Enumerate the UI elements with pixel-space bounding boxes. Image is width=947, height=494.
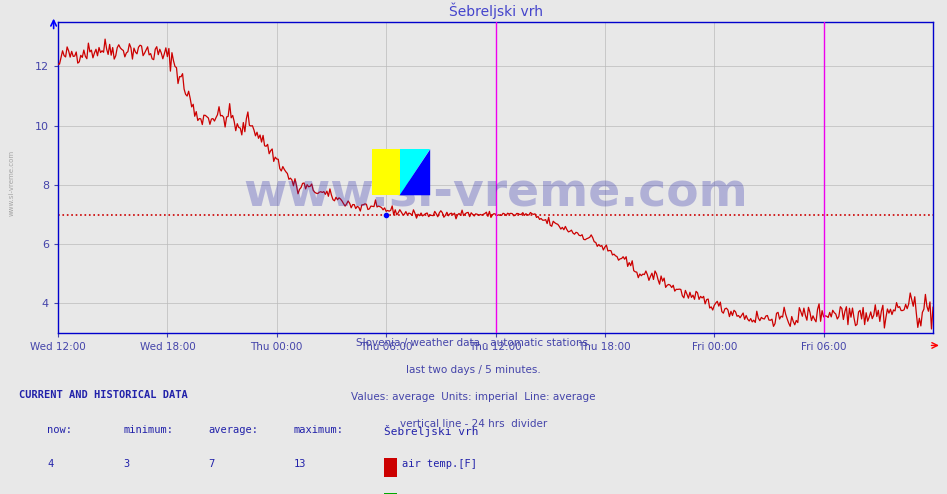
Polygon shape: [400, 149, 430, 195]
Text: 4: 4: [47, 459, 54, 469]
Text: www.si-vreme.com: www.si-vreme.com: [9, 150, 14, 216]
Text: www.si-vreme.com: www.si-vreme.com: [243, 170, 748, 215]
Text: now:: now:: [47, 425, 72, 435]
Text: Values: average  Units: imperial  Line: average: Values: average Units: imperial Line: av…: [351, 392, 596, 402]
Text: Slovenia / weather data - automatic stations.: Slovenia / weather data - automatic stat…: [356, 338, 591, 348]
Title: Šebreljski vrh: Šebreljski vrh: [449, 3, 543, 19]
Text: maximum:: maximum:: [294, 425, 344, 435]
Text: CURRENT AND HISTORICAL DATA: CURRENT AND HISTORICAL DATA: [19, 390, 188, 400]
Text: last two days / 5 minutes.: last two days / 5 minutes.: [406, 365, 541, 375]
Text: Šebreljski vrh: Šebreljski vrh: [384, 425, 478, 437]
Text: minimum:: minimum:: [123, 425, 173, 435]
Text: air temp.[F]: air temp.[F]: [402, 459, 477, 469]
Text: 13: 13: [294, 459, 306, 469]
Text: 7: 7: [208, 459, 215, 469]
Text: vertical line - 24 hrs  divider: vertical line - 24 hrs divider: [400, 419, 547, 429]
Text: 3: 3: [123, 459, 130, 469]
Polygon shape: [400, 149, 430, 195]
Text: average:: average:: [208, 425, 259, 435]
Bar: [372, 149, 400, 195]
